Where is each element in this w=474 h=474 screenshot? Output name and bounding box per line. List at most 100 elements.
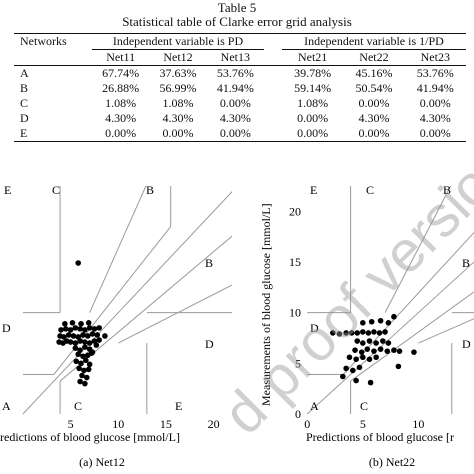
group-header-inverse-pd: Independent variable is 1/PD	[281, 33, 466, 50]
x-tick-label: 20	[208, 417, 220, 431]
table-row: B 26.88% 56.99% 41.94% 59.14% 50.54% 41.…	[14, 81, 466, 96]
x-tick-label: 0	[304, 417, 310, 431]
clarke-stats-table: Networks Independent variable is PD Inde…	[14, 33, 466, 142]
data-point	[70, 333, 77, 339]
data-point	[366, 356, 373, 363]
table-cell: 4.30%	[419, 111, 451, 125]
table-cell: 0.00%	[297, 111, 329, 125]
data-point	[81, 367, 87, 374]
x-axis-label: Predictions of blood glucose [r	[306, 430, 454, 444]
table-cell: 0.00%	[419, 96, 451, 110]
table-cell: 41.94%	[216, 81, 254, 95]
table-cell: 0.00%	[219, 96, 251, 110]
data-point	[377, 317, 384, 324]
table-cell: 4.30%	[358, 111, 390, 125]
table-cell: 0.00%	[281, 126, 344, 142]
zone-boundaries	[22, 185, 232, 415]
data-point	[353, 377, 359, 384]
data-point	[73, 358, 80, 365]
column-header: Net21	[281, 49, 344, 66]
axis-tick-labels: 0 5 10 0 5 10 15 20	[289, 204, 424, 431]
table-cell: 1.08%	[297, 96, 329, 110]
table-cell: 50.54%	[355, 81, 393, 95]
zone-label: E	[14, 126, 92, 142]
data-point	[65, 332, 72, 338]
data-point	[86, 340, 93, 346]
data-point	[62, 326, 69, 332]
zone-label: D	[462, 337, 471, 351]
table-cell: 0.00%	[149, 126, 207, 142]
data-point	[75, 334, 81, 340]
data-point	[365, 330, 372, 336]
zone-boundary-line	[384, 185, 452, 313]
data-point	[385, 340, 392, 346]
table-cell: 0.00%	[206, 126, 264, 142]
data-point	[396, 348, 403, 354]
data-point	[62, 321, 68, 327]
data-point	[85, 366, 92, 373]
data-point	[373, 354, 379, 361]
table-cell: 41.94%	[416, 81, 454, 95]
zone-boundary-line	[306, 261, 474, 415]
data-point	[360, 340, 366, 346]
zone-label: B	[462, 256, 470, 270]
data-point	[78, 360, 84, 367]
data-point	[83, 374, 90, 381]
data-point	[85, 320, 92, 326]
zone-label: C	[52, 183, 60, 197]
data-point	[72, 345, 79, 351]
data-point	[58, 327, 64, 333]
group-header-pd: Independent variable is PD	[92, 33, 264, 50]
data-point	[329, 330, 336, 336]
data-point	[377, 346, 384, 352]
table-cell: 1.08%	[105, 96, 137, 110]
data-point	[91, 326, 98, 332]
data-point	[354, 338, 361, 344]
zone-boundary-line	[350, 291, 474, 382]
table-cell: 0.00%	[92, 126, 150, 142]
table-cell: 37.63%	[159, 66, 197, 80]
data-point	[75, 260, 81, 266]
data-point	[93, 342, 100, 348]
zone-label: C	[20, 96, 29, 110]
clarke-grid-net22: Measurements of blood glucose [mmol/L] E…	[259, 183, 474, 469]
data-point	[343, 330, 349, 336]
zone-label: C	[360, 399, 368, 413]
zone-label: D	[205, 337, 214, 351]
table-cell: 4.30%	[105, 111, 137, 125]
data-point	[384, 348, 391, 354]
data-point	[368, 318, 375, 325]
x-tick-label: 15	[160, 417, 172, 431]
data-point	[340, 373, 346, 380]
data-point	[82, 327, 88, 333]
y-tick-label: 15	[289, 255, 301, 269]
data-point	[96, 337, 102, 343]
data-point	[343, 365, 349, 372]
y-tick-label: 20	[289, 204, 301, 218]
zone-label: E	[175, 399, 182, 413]
data-point	[61, 334, 67, 340]
table-cell: 0.00%	[404, 126, 466, 142]
table-cell: 67.74%	[102, 66, 140, 80]
data-point	[80, 332, 86, 338]
zone-label: B	[146, 183, 154, 197]
data-point	[352, 347, 358, 353]
y-axis-label: Measurements of blood glucose [mmol/L]	[259, 203, 273, 406]
data-point	[83, 357, 89, 364]
data-point	[395, 363, 402, 370]
data-point	[356, 364, 363, 371]
x-tick-label: 5	[360, 417, 366, 431]
table-row: E 0.00% 0.00% 0.00% 0.00% 0.00% 0.00%	[14, 126, 466, 142]
zone-label: D	[310, 321, 319, 335]
zone-label: B	[443, 183, 451, 197]
table-cell: 0.00%	[343, 126, 405, 142]
column-header: Net13	[206, 49, 264, 66]
data-point	[72, 340, 79, 346]
data-point	[353, 356, 359, 363]
table-row: C 1.08% 1.08% 0.00% 1.08% 0.00% 0.00%	[14, 96, 466, 111]
data-point	[376, 330, 383, 336]
table-cell: 53.76%	[216, 66, 254, 80]
table-number: Table 5	[217, 0, 257, 15]
data-point	[348, 330, 355, 336]
zone-boundary-line	[53, 226, 172, 375]
